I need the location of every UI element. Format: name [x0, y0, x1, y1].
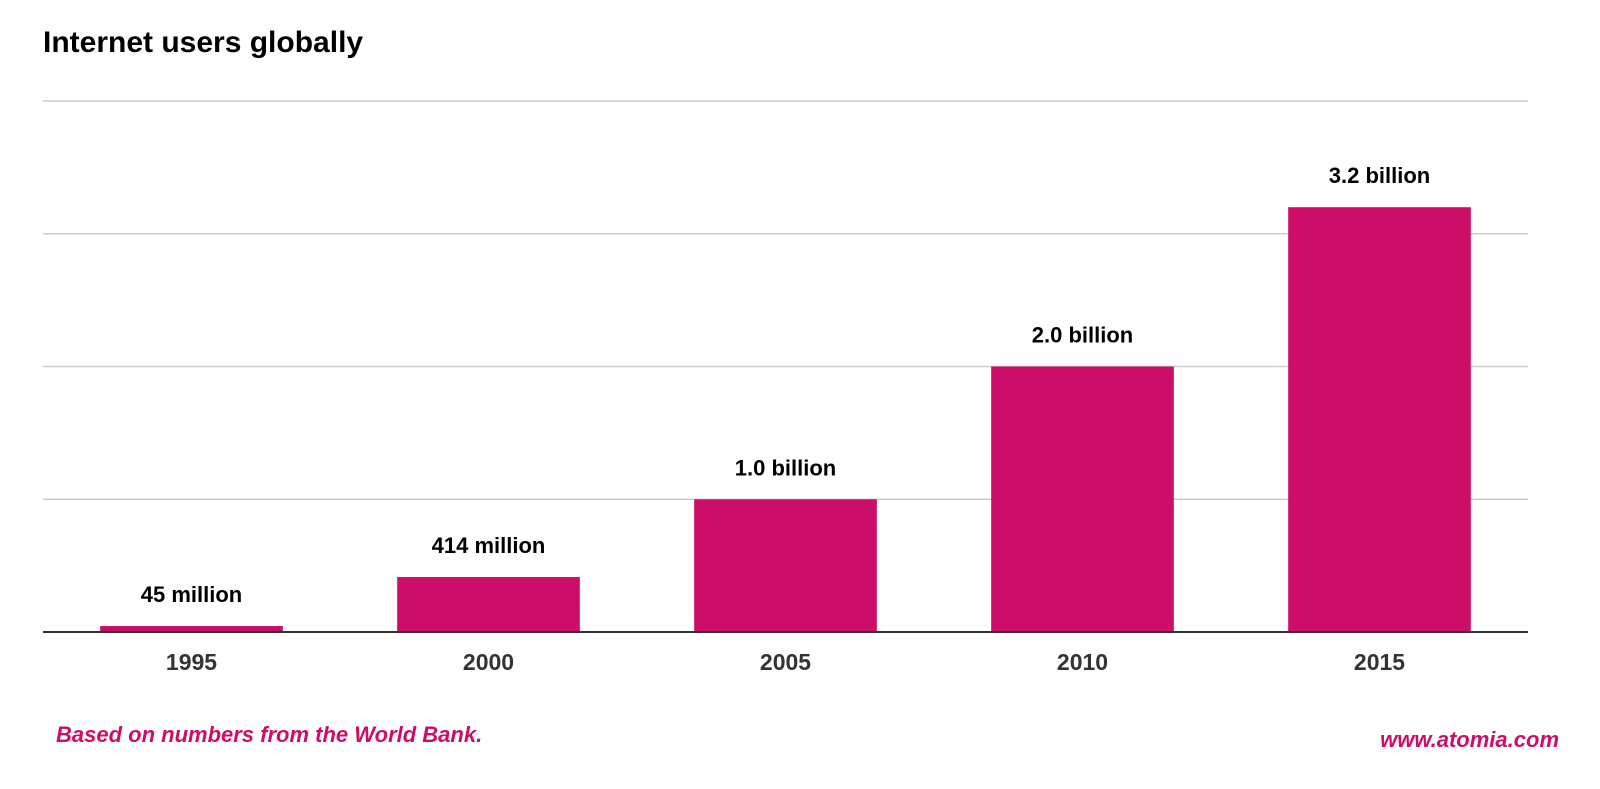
x-tick-1995: 1995 [166, 649, 217, 675]
data-label-2015: 3.2 billion [1329, 163, 1430, 188]
bar-1995 [100, 626, 283, 632]
x-tick-2010: 2010 [1057, 649, 1108, 675]
bar-2005 [694, 499, 877, 632]
chart-title: Internet users globally [43, 26, 364, 59]
x-tick-labels: 1995 2000 2005 2010 2015 [166, 649, 1405, 675]
data-label-1995: 45 million [141, 582, 242, 607]
bars [100, 207, 1471, 632]
data-labels: 45 million 414 million 1.0 billion 2.0 bill… [141, 163, 1430, 607]
x-tick-2000: 2000 [463, 649, 514, 675]
gridlines [43, 100, 1528, 500]
bar-2010 [991, 366, 1174, 632]
x-tick-2005: 2005 [760, 649, 811, 675]
x-tick-2015: 2015 [1354, 649, 1405, 675]
website-link[interactable]: www.atomia.com [1380, 727, 1559, 752]
source-note: Based on numbers from the World Bank. [56, 722, 483, 747]
data-label-2000: 414 million [432, 533, 546, 558]
bar-2000 [397, 577, 580, 632]
data-label-2010: 2.0 billion [1032, 323, 1133, 348]
data-label-2005: 1.0 billion [735, 455, 836, 480]
bar-2015 [1288, 207, 1471, 632]
